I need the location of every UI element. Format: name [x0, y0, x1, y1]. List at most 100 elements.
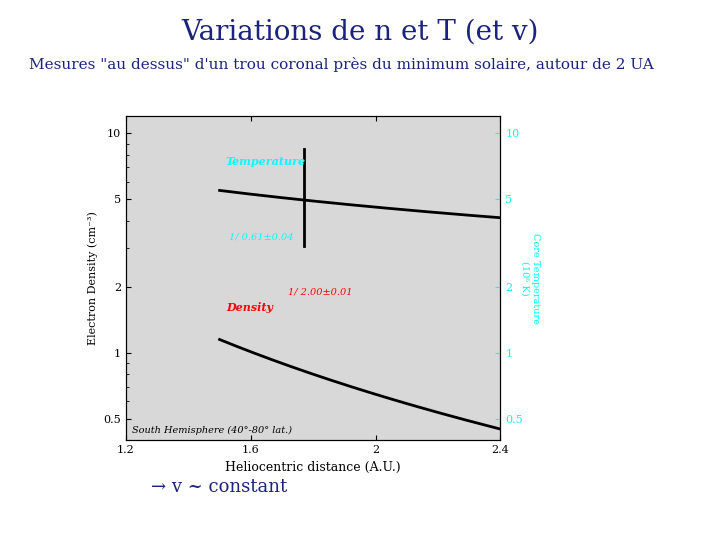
Point [269, 370, 280, 379]
Point [222, 337, 233, 346]
Point [393, 213, 405, 222]
Point [444, 399, 456, 408]
Point [371, 402, 382, 411]
Point [395, 410, 407, 419]
Point [236, 169, 248, 178]
Point [402, 388, 414, 397]
Point [454, 406, 466, 415]
Point [224, 347, 235, 355]
Point [312, 356, 323, 364]
Point [324, 173, 336, 181]
Point [278, 358, 289, 367]
Point [366, 403, 378, 411]
Point [462, 415, 473, 424]
Point [214, 181, 225, 190]
Point [459, 420, 470, 428]
Point [423, 229, 434, 238]
Point [251, 207, 262, 216]
Point [398, 194, 410, 202]
Point [472, 205, 483, 214]
Point [306, 172, 318, 180]
Point [459, 199, 470, 207]
Point [226, 188, 238, 197]
Point [358, 372, 369, 380]
Point [345, 224, 356, 232]
Point [284, 353, 295, 361]
Point [491, 414, 503, 422]
Point [488, 190, 500, 198]
Point [357, 188, 369, 197]
Point [264, 374, 276, 382]
Point [420, 200, 431, 208]
Point [465, 198, 477, 207]
Point [338, 371, 350, 380]
Point [397, 402, 408, 410]
Point [371, 211, 382, 219]
Point [420, 404, 432, 413]
Point [442, 183, 454, 192]
Point [276, 207, 288, 216]
Point [242, 359, 253, 368]
Point [375, 229, 387, 238]
Point [405, 203, 416, 212]
Point [372, 222, 384, 231]
Point [364, 177, 376, 186]
Point [359, 226, 371, 234]
Point [482, 202, 494, 211]
Point [362, 219, 374, 228]
Point [295, 198, 307, 206]
Point [371, 408, 382, 417]
Point [449, 411, 461, 420]
Point [461, 413, 472, 421]
Point [346, 400, 357, 408]
Point [300, 201, 312, 210]
Point [256, 357, 268, 366]
Point [255, 165, 266, 173]
Point [354, 189, 365, 198]
Point [279, 215, 290, 224]
Point [421, 205, 433, 213]
Point [380, 198, 392, 206]
Point [476, 229, 487, 238]
Point [418, 417, 430, 426]
Point [337, 377, 348, 386]
Point [459, 228, 470, 237]
Point [362, 380, 374, 388]
Point [339, 377, 351, 386]
Point [280, 377, 292, 386]
Point [343, 395, 354, 404]
Point [343, 397, 354, 406]
Point [269, 175, 281, 184]
Point [272, 206, 284, 215]
Point [402, 387, 413, 395]
Point [309, 205, 320, 214]
Point [490, 229, 501, 238]
Point [276, 198, 287, 206]
Point [409, 208, 420, 217]
Point [318, 369, 330, 377]
Point [361, 183, 372, 192]
Point [447, 409, 459, 417]
Point [452, 213, 464, 222]
Point [388, 381, 400, 390]
Point [295, 177, 307, 186]
Point [452, 183, 464, 191]
Point [248, 182, 259, 191]
Point [466, 408, 477, 416]
Point [407, 220, 418, 228]
Point [425, 190, 436, 199]
Point [390, 413, 401, 421]
Point [312, 207, 323, 216]
Point [232, 174, 243, 183]
Point [430, 180, 441, 188]
Point [490, 229, 502, 238]
Point [392, 396, 403, 404]
Point [348, 399, 359, 407]
Point [433, 416, 445, 424]
Point [217, 339, 228, 347]
Point [374, 185, 385, 194]
Point [454, 188, 465, 197]
Point [230, 178, 241, 187]
Point [288, 189, 300, 198]
Point [320, 172, 331, 181]
